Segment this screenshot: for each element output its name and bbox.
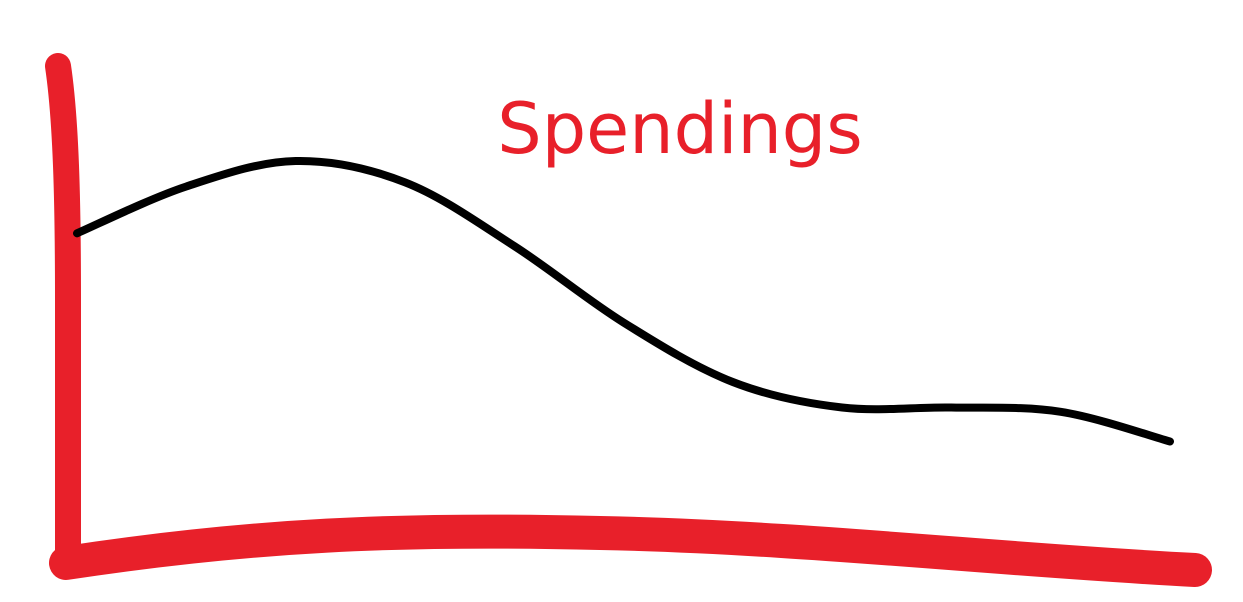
- data-point-5: [620, 319, 628, 327]
- data-point-7: [838, 404, 846, 412]
- data-point-4: [510, 242, 518, 250]
- data-point-8: [947, 404, 955, 412]
- data-point-2: [292, 157, 300, 165]
- data-point-1: [182, 183, 190, 191]
- chart-title: Spendings: [497, 88, 862, 170]
- data-point-10: [1166, 438, 1174, 446]
- data-points: [73, 157, 1174, 446]
- series-line: [73, 156, 1174, 446]
- data-point-9: [1057, 408, 1065, 416]
- data-point-0: [73, 229, 81, 237]
- data-point-6: [729, 378, 737, 386]
- data-point-3: [401, 178, 409, 186]
- x-axis: [49, 514, 1212, 587]
- y-axis: [45, 53, 81, 573]
- axes: [45, 53, 1212, 587]
